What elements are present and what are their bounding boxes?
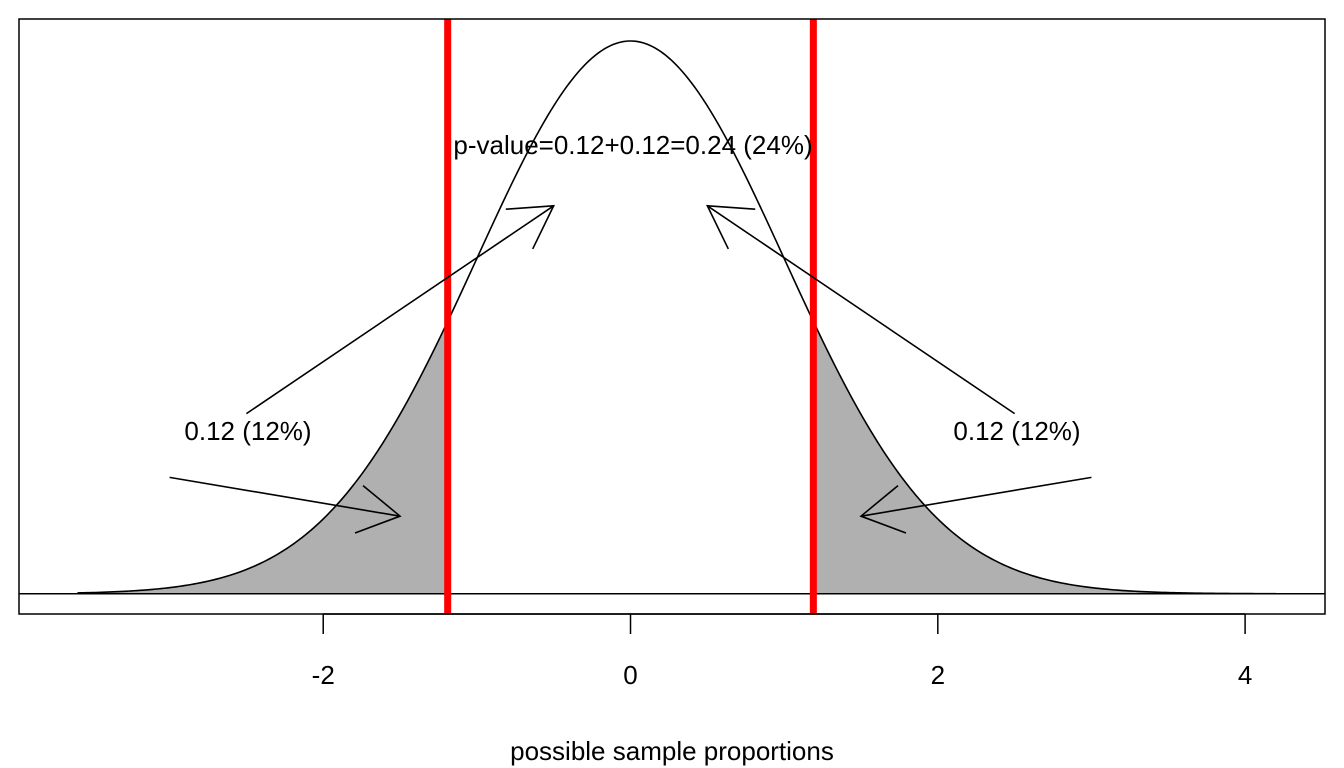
left-center-arrow-head <box>505 204 556 250</box>
left-tail-area <box>77 321 448 594</box>
right-tail-arrow <box>859 476 1092 534</box>
x-axis-label: possible sample proportions <box>510 736 834 766</box>
pvalue-annotation: p-value=0.12+0.12=0.24 (24%) <box>453 130 812 160</box>
right-tail-area <box>813 321 1276 594</box>
x-tick-label: -2 <box>312 660 335 690</box>
x-tick-label: 0 <box>623 660 637 690</box>
plot-frame <box>18 18 1326 615</box>
left-tail-arrow-head <box>354 484 402 534</box>
right-tail-label: 0.12 (12%) <box>953 416 1080 446</box>
right-center-arrow <box>706 204 1016 415</box>
right-tail-arrow-head <box>859 484 907 534</box>
left-center-arrow <box>245 204 556 415</box>
left-tail-arrow-shaft <box>169 476 401 517</box>
density-curve <box>77 40 1276 595</box>
left-tail-arrow <box>169 476 402 534</box>
left-tail-label: 0.12 (12%) <box>184 416 311 446</box>
right-center-arrow-shaft <box>706 205 1016 415</box>
right-tail-arrow-shaft <box>860 476 1092 517</box>
plot-area <box>19 19 1325 614</box>
left-center-arrow-shaft <box>245 205 555 415</box>
x-tick-label: 2 <box>931 660 945 690</box>
right-center-arrow-head <box>706 204 756 250</box>
x-axis: -2 0 2 4 <box>312 613 1252 690</box>
x-tick-label: 4 <box>1238 660 1252 690</box>
